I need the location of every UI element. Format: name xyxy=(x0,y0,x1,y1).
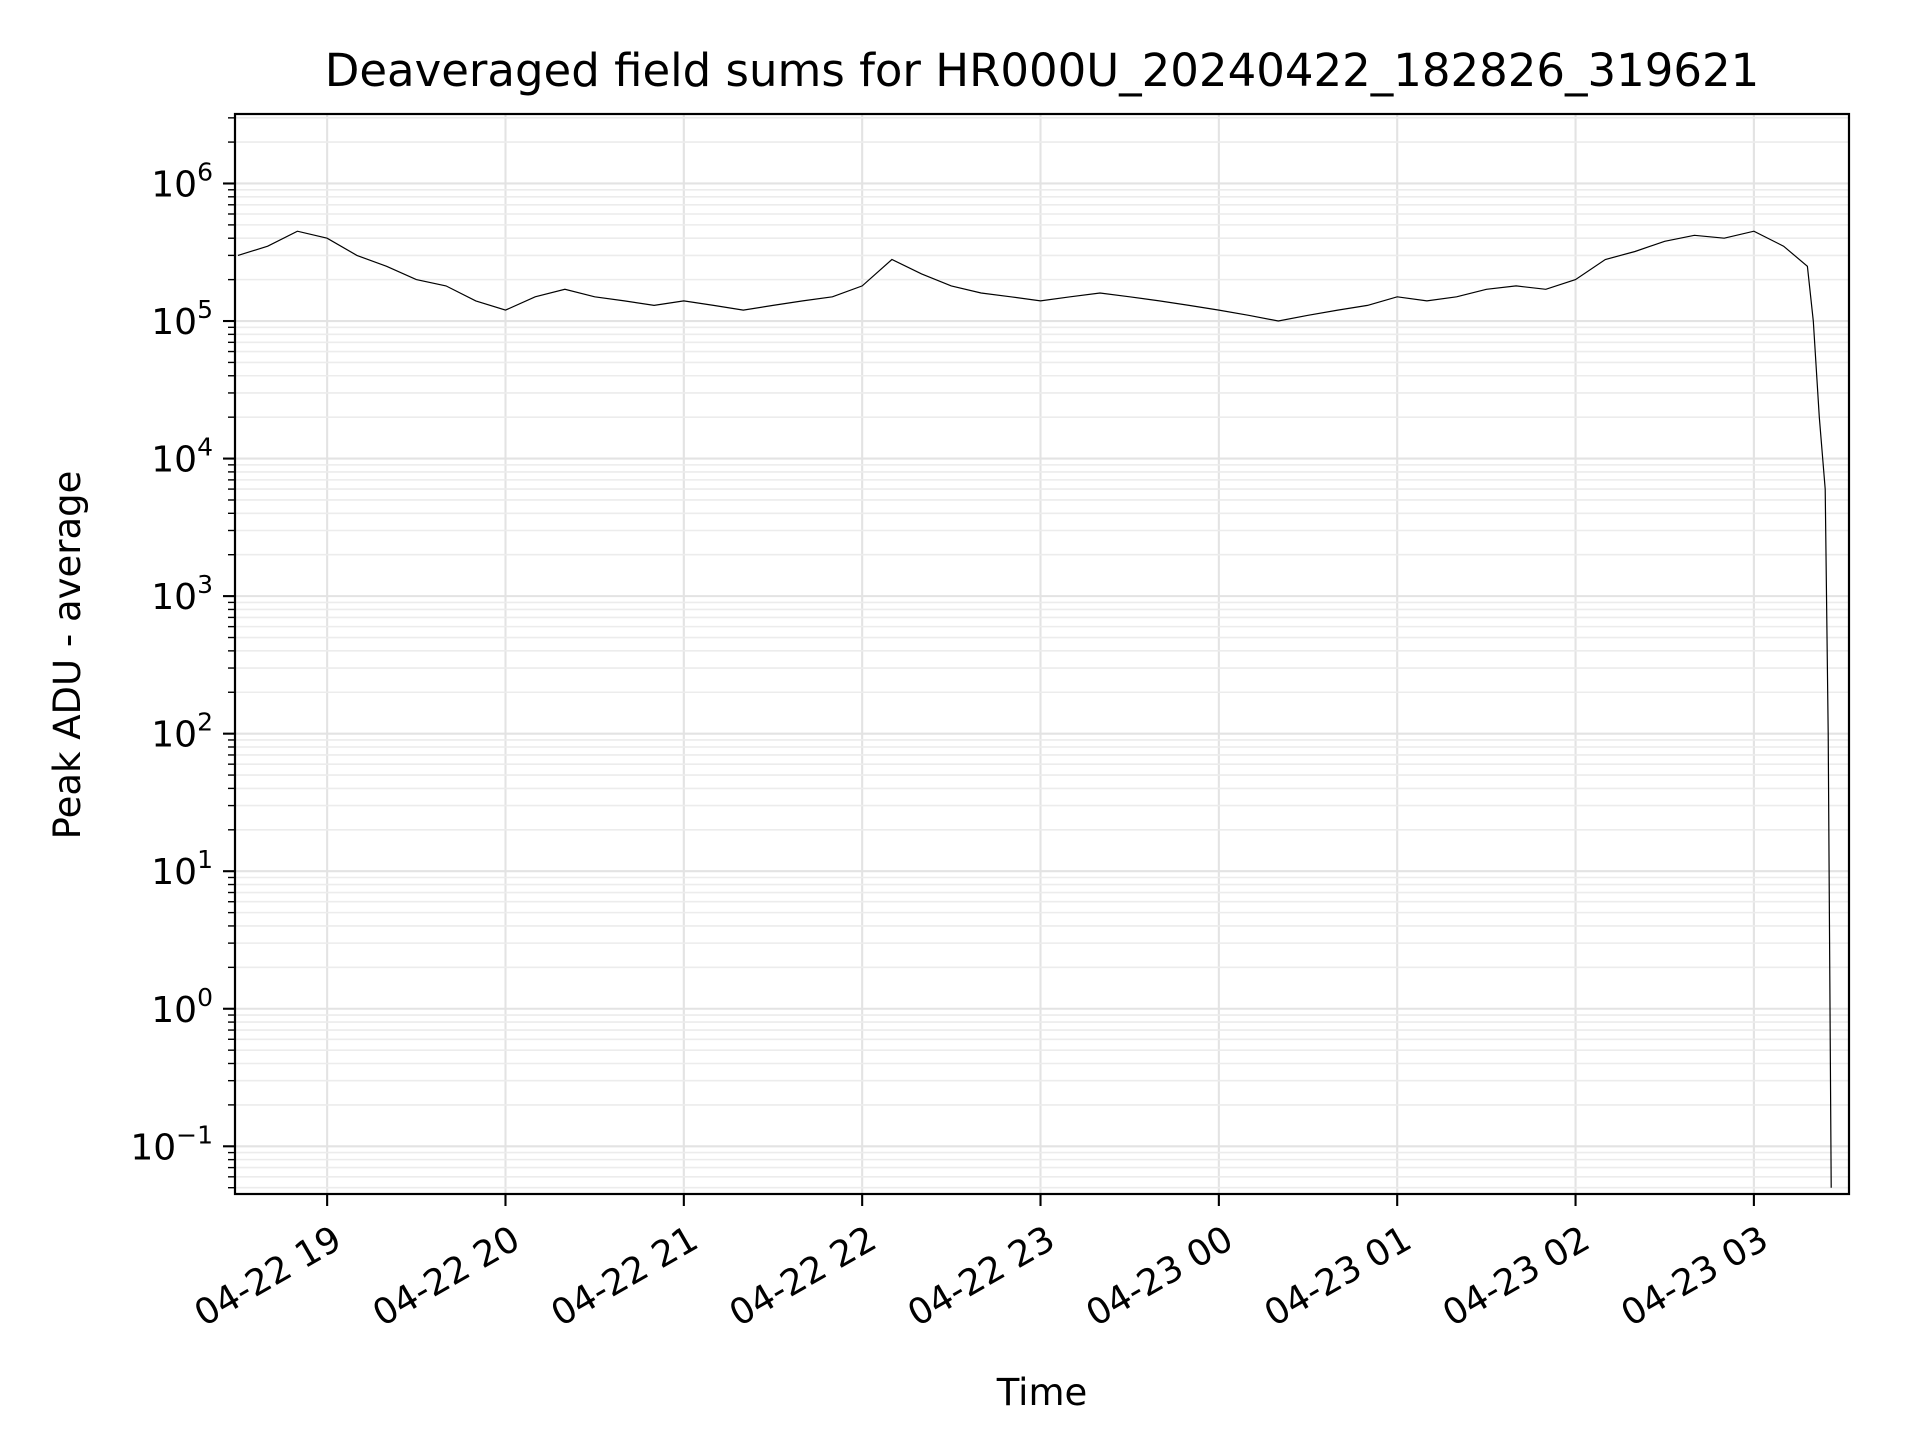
y-tick-label: 102 xyxy=(151,708,213,756)
grid xyxy=(235,114,1849,1194)
y-tick-label: 100 xyxy=(151,983,213,1031)
x-tick-label: 04-23 00 xyxy=(1079,1218,1240,1334)
x-tick-label: 04-22 20 xyxy=(366,1218,527,1334)
x-axis-label: Time xyxy=(996,1371,1088,1414)
x-tick-label: 04-23 02 xyxy=(1436,1218,1597,1334)
y-tick-label: 101 xyxy=(151,845,213,893)
chart-title: Deaveraged field sums for HR000U_2024042… xyxy=(325,44,1760,97)
y-tick-label: 104 xyxy=(151,433,213,481)
series-line xyxy=(237,230,1832,1188)
y-tick-label: 105 xyxy=(151,295,213,343)
x-tick-label: 04-22 23 xyxy=(901,1218,1062,1334)
x-tick-label: 04-23 01 xyxy=(1258,1218,1419,1334)
x-tick-label: 04-23 03 xyxy=(1615,1218,1776,1334)
series xyxy=(237,230,1832,1188)
y-axis-label: Peak ADU - average xyxy=(46,471,89,840)
x-tick-label: 04-22 22 xyxy=(723,1218,884,1334)
y-tick-label: 10−1 xyxy=(130,1120,213,1168)
y-tick-label: 103 xyxy=(151,570,213,618)
y-tick-label: 106 xyxy=(151,157,213,205)
plot-area-frame xyxy=(233,112,1851,1196)
x-tick-label: 04-22 21 xyxy=(544,1218,705,1334)
x-tick-label: 04-22 19 xyxy=(188,1218,349,1334)
